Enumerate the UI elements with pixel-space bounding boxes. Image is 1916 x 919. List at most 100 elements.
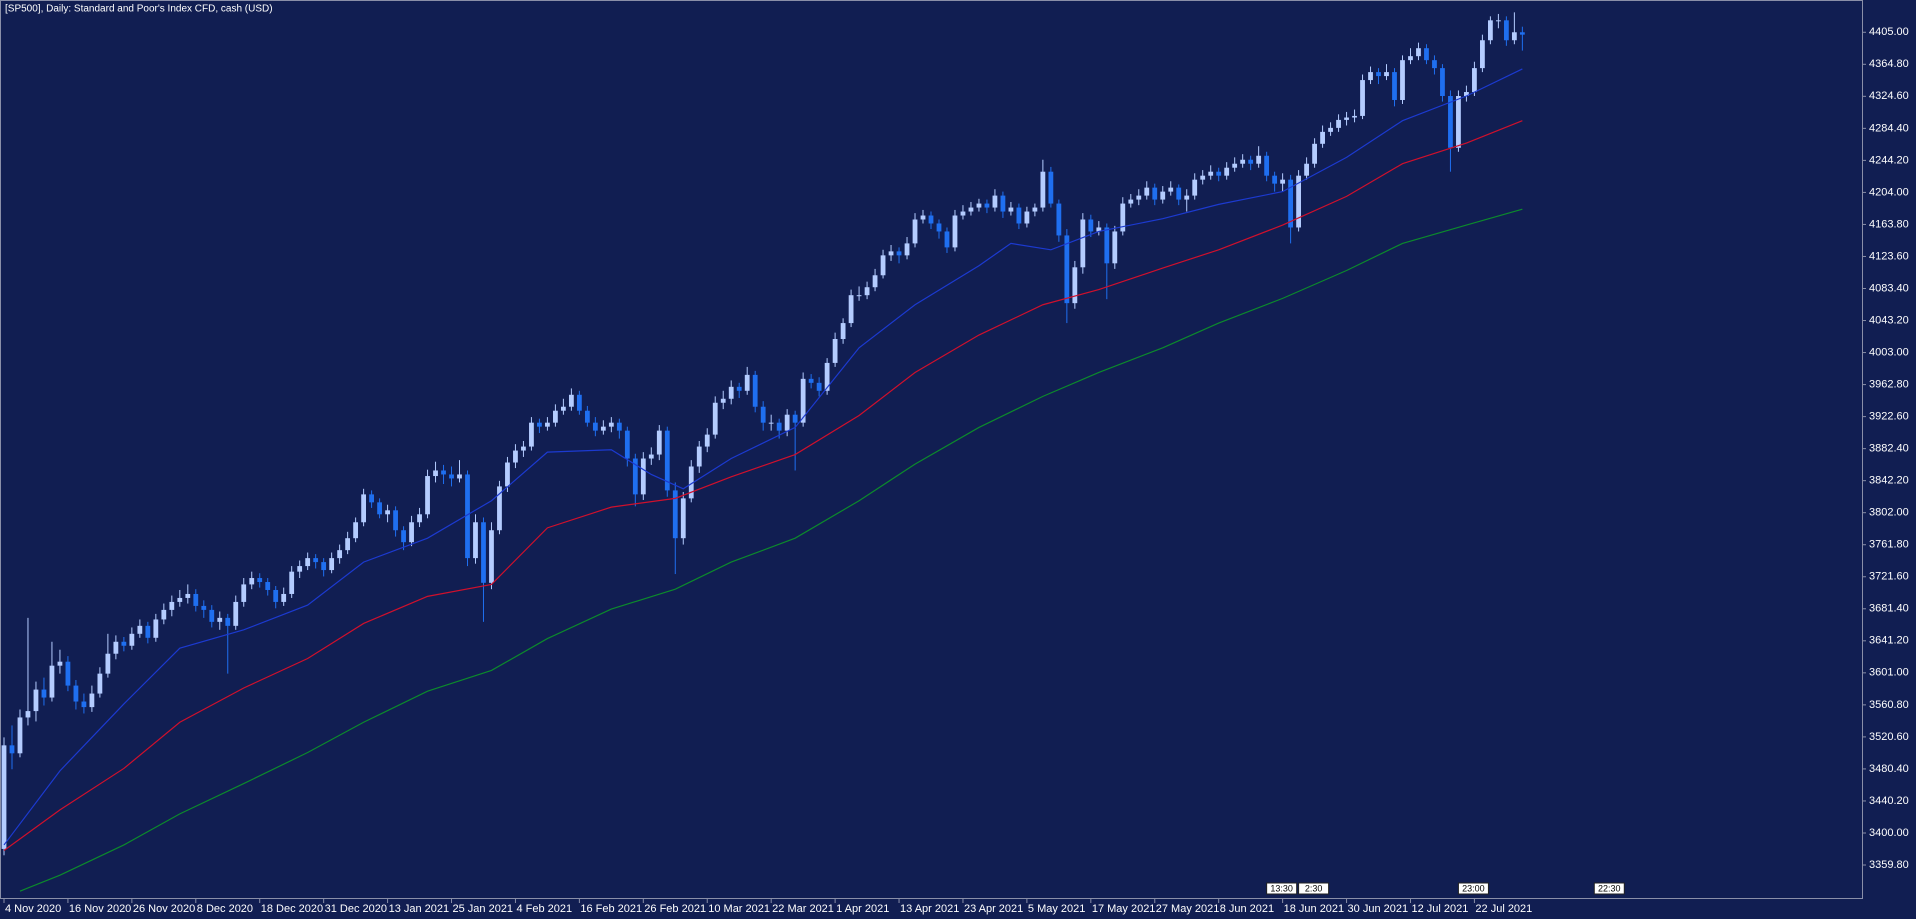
chart-title: [SP500], Daily: Standard and Poor's Inde…: [5, 4, 273, 15]
candle-body: [17, 717, 23, 754]
candle-body: [1120, 203, 1126, 232]
candle-body: [345, 538, 351, 551]
candle-body: [193, 593, 199, 606]
candle-body: [369, 494, 374, 503]
candle-body: [912, 219, 918, 244]
candle-body: [568, 394, 574, 407]
candle-body: [113, 641, 119, 654]
candle-body: [513, 450, 518, 463]
candle-body: [752, 374, 758, 407]
candle-body: [872, 275, 878, 288]
event-marker: 23:00: [1457, 882, 1489, 895]
candle-body: [137, 625, 143, 634]
candle-body: [505, 462, 510, 487]
candle-body: [1256, 155, 1262, 164]
candle-body: [1480, 40, 1485, 69]
candle-body: [153, 619, 159, 638]
y-tick-label: 3601.00: [1869, 667, 1909, 679]
candle-body: [1472, 68, 1477, 93]
candle-body: [433, 470, 438, 477]
x-tick-label: 16 Nov 2020: [69, 903, 131, 915]
candle-body: [465, 474, 470, 559]
candle-body: [73, 685, 79, 702]
candle-body: [385, 510, 390, 515]
event-label: 2:30: [1305, 883, 1323, 893]
candle-body: [1376, 72, 1381, 77]
candle-body: [89, 693, 95, 708]
y-tick-label: 3520.60: [1869, 731, 1909, 743]
candle-body: [1192, 179, 1198, 196]
y-tick-label: 4405.00: [1869, 26, 1909, 38]
y-tick-label: 4083.40: [1869, 282, 1909, 294]
candle-body: [537, 422, 542, 427]
x-tick-label: 10 Mar 2021: [708, 903, 770, 915]
candle-body: [656, 430, 662, 455]
candle-body: [1408, 56, 1413, 61]
candle-body: [281, 593, 287, 602]
candle-body: [449, 474, 454, 479]
candle-body: [401, 530, 406, 543]
candle-body: [481, 522, 486, 583]
candle-body: [1288, 179, 1294, 228]
candle-body: [529, 422, 534, 447]
candle-body: [1384, 72, 1389, 77]
candle-body: [33, 689, 39, 712]
event-label: 23:00: [1462, 883, 1485, 893]
candle-body: [177, 597, 183, 602]
x-tick-label: 8 Dec 2020: [197, 903, 253, 915]
candle-body: [233, 601, 239, 626]
candle-body: [169, 601, 175, 610]
candle-body: [1488, 20, 1493, 41]
candle-body: [1016, 207, 1022, 224]
candle-body: [952, 215, 958, 248]
candle-body: [225, 617, 231, 626]
x-tick-label: 17 May 2021: [1092, 903, 1156, 915]
candle-body: [816, 382, 822, 391]
candle-body: [161, 609, 167, 620]
candle-body: [1495, 20, 1501, 22]
x-tick-label: 1 Apr 2021: [836, 903, 889, 915]
candle-body: [1416, 48, 1421, 57]
candle-body: [249, 578, 255, 585]
candle-body: [584, 410, 590, 423]
candle-body: [760, 406, 766, 423]
y-tick-label: 3882.40: [1869, 443, 1909, 455]
candle-body: [648, 454, 654, 459]
y-tick-label: 3560.80: [1869, 699, 1909, 711]
candle-body: [521, 446, 526, 451]
y-tick-label: 3681.40: [1869, 603, 1909, 615]
candle-body: [1511, 32, 1517, 41]
candle-body: [393, 510, 398, 531]
candle-body: [696, 446, 702, 467]
candle-body: [672, 490, 678, 539]
candle-body: [473, 522, 478, 559]
candle-body: [1136, 195, 1142, 200]
candle-body: [9, 745, 15, 754]
candle-body: [1024, 211, 1030, 224]
candle-body: [1344, 117, 1349, 120]
event-marker: 13:30: [1266, 882, 1298, 895]
candle-body: [545, 422, 550, 427]
candle-body: [273, 589, 279, 602]
candle-body: [992, 195, 998, 208]
candle-body: [576, 394, 582, 411]
candle-body: [1336, 119, 1341, 128]
candle-body: [1352, 115, 1357, 118]
candle-body: [984, 203, 990, 208]
candle-body: [824, 362, 830, 391]
candle-body: [808, 378, 814, 383]
candle-body: [97, 673, 103, 694]
candle-body: [848, 295, 854, 324]
candle-body: [1048, 171, 1054, 204]
candle-body: [688, 466, 694, 499]
candle-body: [353, 522, 359, 539]
x-tick-label: 16 Feb 2021: [580, 903, 642, 915]
candle-body: [145, 625, 151, 638]
candle-body: [1112, 231, 1118, 264]
candle-body: [1272, 175, 1278, 184]
candle-body: [265, 582, 271, 590]
x-tick-label: 5 May 2021: [1028, 903, 1085, 915]
event-label: 22:30: [1598, 883, 1621, 893]
